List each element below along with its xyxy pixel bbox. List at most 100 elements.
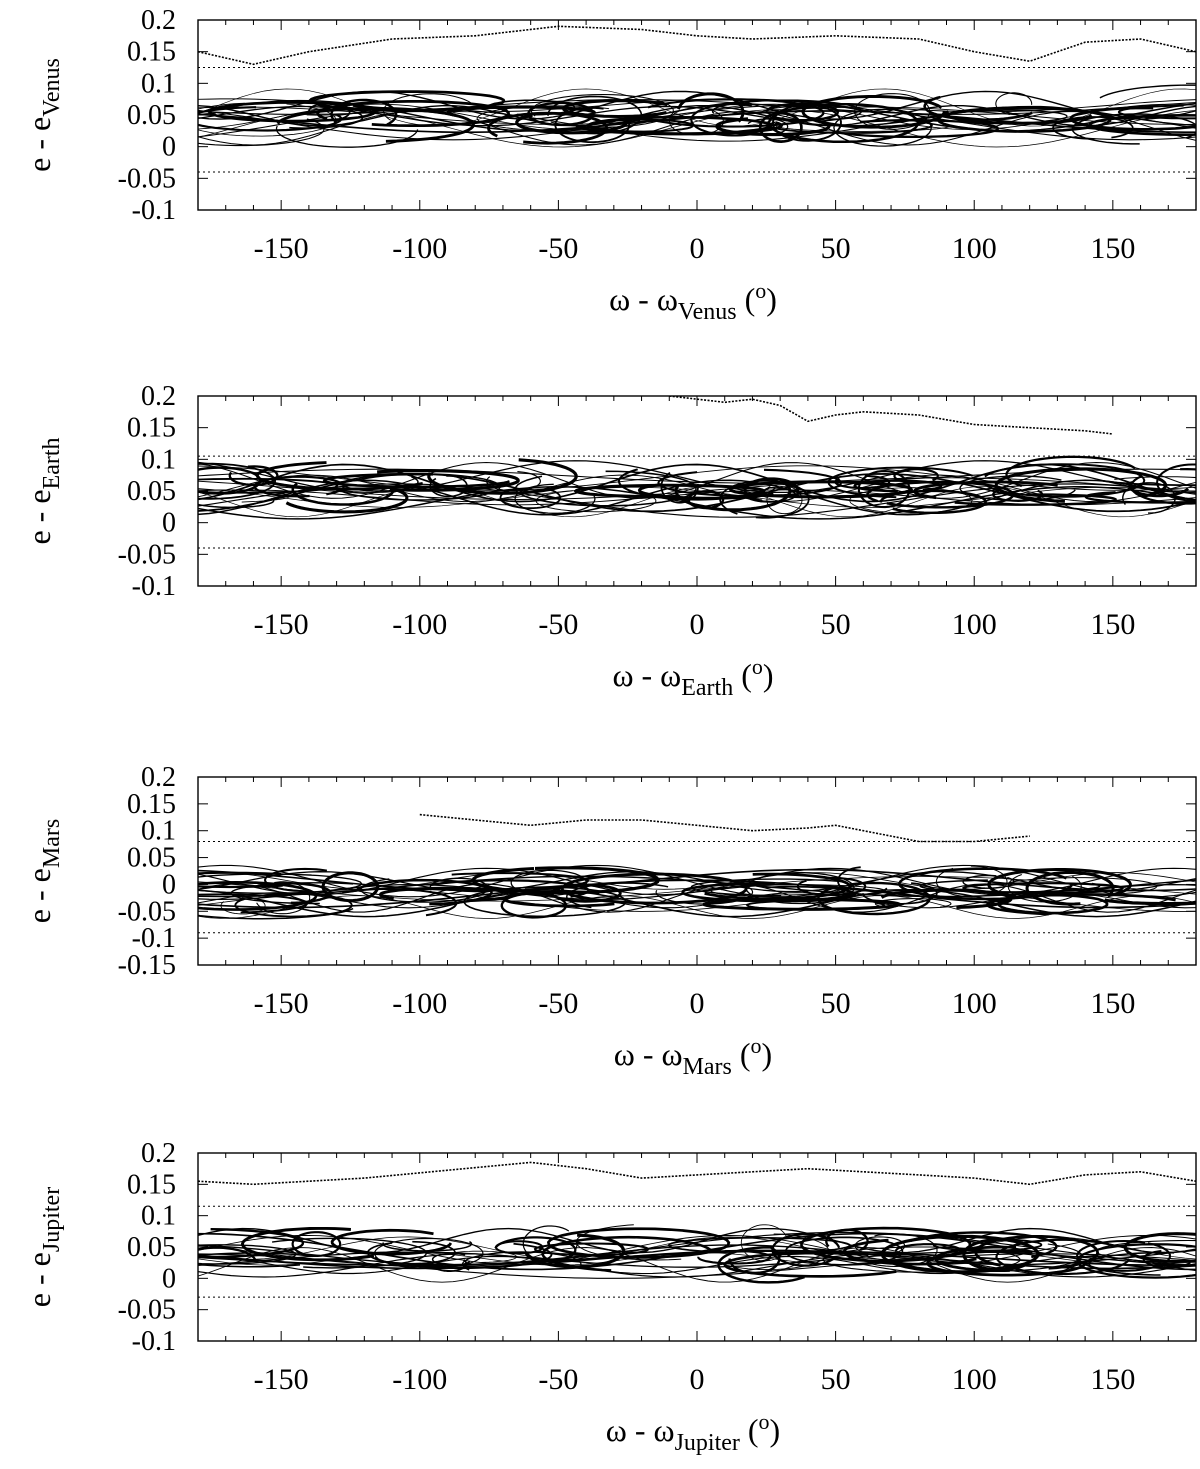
trajectory-path <box>198 108 1196 142</box>
y-tick-label: -0.1 <box>132 923 176 954</box>
trajectory-path <box>322 472 510 489</box>
plot-area <box>198 25 1196 173</box>
x-axis-label-main: ω - ω <box>614 1036 683 1072</box>
trajectory-path <box>198 99 1196 132</box>
x-tick-label: 150 <box>1090 987 1135 1020</box>
y-axis-label: e - eJupiter <box>21 1187 65 1307</box>
x-axis-label: ω - ωMars (o) <box>614 1033 772 1080</box>
y-tick-label: 0.1 <box>141 816 176 847</box>
x-tick-label: 100 <box>952 232 997 265</box>
x-axis-label-main: ω - ω <box>606 1412 675 1448</box>
x-tick-label: 50 <box>821 232 851 265</box>
y-tick-label: 0.05 <box>127 1232 176 1263</box>
y-tick-label: 0.15 <box>127 37 176 68</box>
x-axis-label-sup: o <box>755 278 766 303</box>
x-axis-label-sup: o <box>752 654 763 679</box>
trajectory-path <box>198 1236 1196 1260</box>
x-axis-label-unit: ( <box>740 1412 759 1448</box>
trajectory-path <box>849 487 973 514</box>
x-axis-label-unit: ( <box>737 281 756 317</box>
trajectory-path <box>198 474 1196 503</box>
y-tick-label: 0.1 <box>141 444 176 475</box>
x-tick-label: 50 <box>821 1363 851 1396</box>
trajectory-path <box>660 471 699 504</box>
trajectory-path <box>514 470 697 507</box>
trajectory-path <box>198 871 1196 893</box>
y-axis-label-main: e - e <box>21 489 57 544</box>
trajectory-path <box>962 1238 1026 1272</box>
x-tick-label: -100 <box>392 608 447 641</box>
trajectory-path <box>715 117 831 137</box>
x-axis-label-close: ) <box>763 657 774 693</box>
trajectory-path <box>674 480 792 512</box>
x-tick-label: -150 <box>254 1363 309 1396</box>
y-tick-label: 0 <box>162 869 176 900</box>
x-tick-label: -100 <box>392 232 447 265</box>
y-axis-label-main: e - e <box>21 1252 57 1307</box>
x-tick-label: -50 <box>538 232 578 265</box>
trajectory-path <box>494 1240 544 1255</box>
trajectory-path <box>275 125 419 148</box>
panel-4: -150 -100 -50 0 50 100 150-0.1-0.0500.050.10.1… <box>21 1138 1197 1456</box>
trajectory-path <box>573 483 766 499</box>
x-tick-label: -100 <box>392 987 447 1020</box>
y-tick-label: 0.2 <box>141 762 176 793</box>
trajectory-path <box>198 486 1196 520</box>
y-axis-label: e - eMars <box>21 819 65 923</box>
x-tick-label: -50 <box>538 987 578 1020</box>
y-tick-label: -0.1 <box>132 195 176 226</box>
x-axis-label-sub: Jupiter <box>675 1430 740 1456</box>
x-axis-label-close: ) <box>770 1412 781 1448</box>
trajectory-path <box>535 490 657 513</box>
y-tick-label: 0.2 <box>141 5 176 36</box>
x-tick-label: 150 <box>1090 1363 1135 1396</box>
x-axis-label: ω - ωJupiter (o) <box>606 1409 780 1456</box>
upper-boundary <box>419 813 1030 843</box>
trajectory-path <box>383 93 473 121</box>
trajectory-path <box>690 103 758 137</box>
trajectory-path <box>198 873 363 894</box>
trajectory-path <box>861 882 938 905</box>
trajectory-path <box>198 889 1196 918</box>
x-tick-label: 100 <box>952 987 997 1020</box>
x-tick-label: 50 <box>821 608 851 641</box>
trajectory-path <box>198 1255 1196 1275</box>
y-axis-label-main: e - e <box>21 868 57 923</box>
trajectory-path <box>198 463 1196 503</box>
trajectory-path <box>198 867 1196 896</box>
trajectory-path <box>711 99 863 123</box>
y-tick-label: 0.2 <box>141 1138 176 1169</box>
panel-2: -150 -100 -50 0 50 100 150-0.1-0.0500.050.10.1… <box>21 381 1197 701</box>
trajectory-path <box>833 108 932 147</box>
trajectory-path <box>198 1244 1196 1266</box>
y-tick-label: -0.1 <box>132 571 176 602</box>
x-tick-label: 100 <box>952 608 997 641</box>
trajectory-path <box>228 465 279 487</box>
trajectory-path <box>893 468 939 484</box>
x-axis-label-sub: Venus <box>678 299 737 325</box>
trajectory-path <box>657 468 843 498</box>
trajectory-path <box>198 88 1196 127</box>
upper-boundary <box>198 25 1196 66</box>
plot-area <box>198 1161 1196 1298</box>
trajectory-path <box>198 479 1196 516</box>
trajectory-path <box>198 102 337 137</box>
upper-boundary <box>198 1161 1196 1186</box>
x-axis-label-unit: ( <box>732 1036 751 1072</box>
trajectory-path <box>913 480 1058 500</box>
y-axis-label-sub: Earth <box>39 437 65 489</box>
x-tick-label: 150 <box>1090 232 1135 265</box>
trajectory-path <box>704 872 851 901</box>
trajectory-path <box>892 1243 1083 1273</box>
y-axis-label: e - eVenus <box>21 58 65 172</box>
trajectory-path <box>198 1232 1196 1271</box>
trajectory-path <box>758 111 803 143</box>
y-tick-label: -0.05 <box>118 539 176 570</box>
x-tick-label: -150 <box>254 987 309 1020</box>
trajectory-path <box>987 868 1132 899</box>
trajectory-path <box>198 1251 1196 1268</box>
panel-3: -150 -100 -50 0 50 100 150-0.15-0.1-0.0500.050… <box>21 762 1197 1080</box>
panel-1: -150 -100 -50 0 50 100 150-0.1-0.0500.050.10.1… <box>21 5 1197 325</box>
trajectory-path <box>771 1233 841 1267</box>
trajectory-path <box>198 864 1196 898</box>
